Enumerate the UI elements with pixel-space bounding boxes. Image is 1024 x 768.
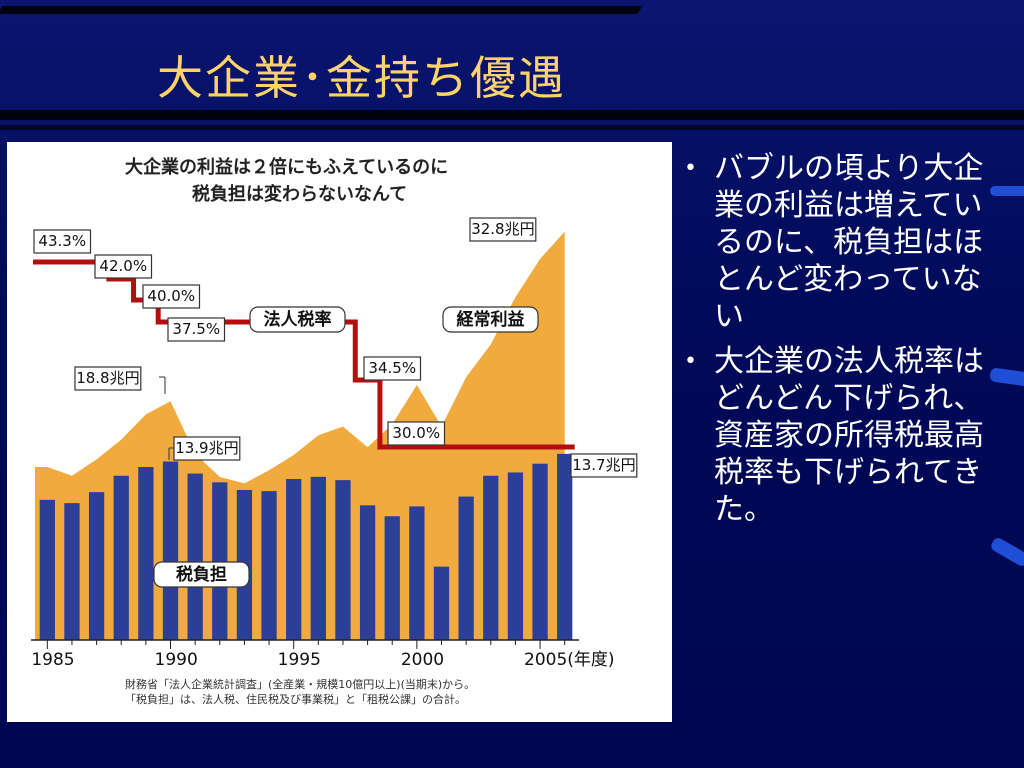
tax-1990-callout-text: 13.9兆円: [175, 439, 238, 457]
series-label-profit-text: 経常利益: [457, 309, 525, 330]
chart-title-line-2: 税負担は変わらないなんて: [192, 183, 407, 205]
tax-burden-bar: [483, 475, 499, 640]
chart-figure: 大企業の利益は２倍にもふえているのに 税負担は変わらないなんて 1985 1990…: [7, 142, 672, 722]
profit-1985-callout: 18.8兆円: [74, 366, 142, 391]
background-stripe: [0, 110, 1024, 120]
tax-burden-bar: [557, 453, 573, 640]
slide-title: 大企業･金持ち優遇: [157, 51, 566, 105]
tax-burden-bar: [138, 466, 154, 640]
tax-rate-label: 37.5%: [167, 317, 226, 342]
bullet-dot-icon: •: [684, 156, 697, 181]
x-tick-label: 1990: [155, 650, 198, 670]
tax-burden-bar: [409, 506, 425, 640]
tax-burden-bar: [286, 479, 302, 640]
profit-2006-callout: 32.8兆円: [469, 217, 537, 242]
tax-2006-callout: 13.7兆円: [570, 453, 638, 478]
x-tick-label: 1995: [278, 650, 321, 670]
tax-rate-label: 34.5%: [363, 356, 422, 381]
series-label-tax-rate-text: 法人税率: [264, 309, 332, 330]
tax-burden-bar: [64, 503, 80, 640]
tax-burden-bar: [39, 499, 55, 640]
tax-burden-bar: [261, 491, 277, 640]
bullet-dot-icon: •: [684, 349, 697, 374]
tax-rate-label-text: 37.5%: [172, 320, 220, 338]
tax-burden-bar: [335, 480, 351, 640]
profit-2006-callout-text: 32.8兆円: [471, 220, 534, 238]
x-tick-label: 1985: [31, 650, 74, 670]
bullet-text: 大企業の法人税率はどんどん下げられ、資産家の所得税最高税率も下げられてきた。: [714, 344, 984, 527]
tax-rate-label-box: [363, 356, 422, 381]
decoration-bar: [990, 186, 1024, 196]
profit-1985-callout-box: [74, 366, 142, 391]
chart-svg: 大企業の利益は２倍にもふえているのに 税負担は変わらないなんて 1985 1990…: [31, 156, 638, 706]
series-label-tax-burden-box: [153, 561, 250, 588]
tax-rate-label: 30.0%: [387, 421, 446, 446]
series-label-profit-box: [442, 306, 539, 333]
tax-burden-bar: [187, 473, 203, 640]
tax-rate-label: 42.0%: [94, 254, 153, 279]
tax-burden-bar: [458, 496, 474, 640]
tax-rate-label: 43.3%: [33, 229, 92, 254]
tax-rate-label-box: [33, 229, 92, 254]
series-label-tax-burden: 税負担: [153, 561, 250, 588]
tax-2006-callout-box: [570, 453, 638, 478]
profit-2006-callout-box: [469, 217, 537, 242]
source-note-line-2: 「税負担」は、法人税、住民税及び事業税」と「租税公課」の合計。: [125, 692, 466, 706]
tax-burden-bar: [310, 476, 326, 640]
tax-rate-label-box: [142, 284, 201, 309]
tax-rate-label-box: [387, 421, 446, 446]
background-stripe: [0, 6, 643, 14]
tax-burden-bar: [162, 461, 179, 640]
tax-rate-label-text: 34.5%: [368, 359, 416, 377]
tax-2006-callout-text: 13.7兆円: [572, 456, 635, 474]
tax-rate-label-text: 30.0%: [392, 424, 440, 442]
bullet-item: • バブルの頃より大企業の利益は増えているのに、税負担はほとんど変わっていない: [684, 150, 1004, 335]
tax-burden-bar: [532, 463, 548, 640]
tax-burden-bar: [433, 566, 450, 640]
tax-rate-label-text: 42.0%: [99, 257, 147, 275]
x-tick-label: 2005(年度): [524, 650, 615, 670]
bullet-list: • バブルの頃より大企業の利益は増えているのに、税負担はほとんど変わっていない …: [684, 150, 1004, 536]
x-tick-label: 2000: [401, 650, 444, 670]
source-note-line-1: 財務省「法人企業統計調査」(全産業・規模10億円以上)(当期末)から。: [125, 677, 475, 691]
tax-burden-bar: [88, 492, 105, 640]
tax-rate-label-text: 43.3%: [38, 232, 86, 250]
tax-rate-label-text: 40.0%: [147, 287, 195, 305]
tax-rate-label-box: [167, 317, 226, 342]
series-label-tax-burden-text: 税負担: [176, 564, 227, 585]
tax-burden-bar: [212, 482, 228, 640]
tax-burden-bar: [359, 505, 376, 640]
series-label-tax-rate: 法人税率: [249, 306, 346, 333]
tax-1990-callout: 13.9兆円: [173, 436, 241, 461]
series-label-tax-rate-box: [249, 306, 346, 333]
tax-rate-label: 40.0%: [142, 284, 201, 309]
tax-burden-bar: [507, 472, 524, 640]
chart-title-line-1: 大企業の利益は２倍にもふえているのに: [125, 156, 448, 178]
bullet-item: • 大企業の法人税率はどんどん下げられ、資産家の所得税最高税率も下げられてきた。: [684, 343, 1004, 528]
tax-rate-label-box: [94, 254, 153, 279]
background-stripe: [0, 125, 1024, 130]
profit-1985-callout-text: 18.8兆円: [76, 369, 139, 387]
tax-burden-bar: [384, 516, 400, 640]
series-label-profit: 経常利益: [442, 306, 539, 333]
bullet-text: バブルの頃より大企業の利益は増えているのに、税負担はほとんど変わっていない: [714, 151, 984, 334]
tax-burden-bar: [113, 475, 129, 640]
